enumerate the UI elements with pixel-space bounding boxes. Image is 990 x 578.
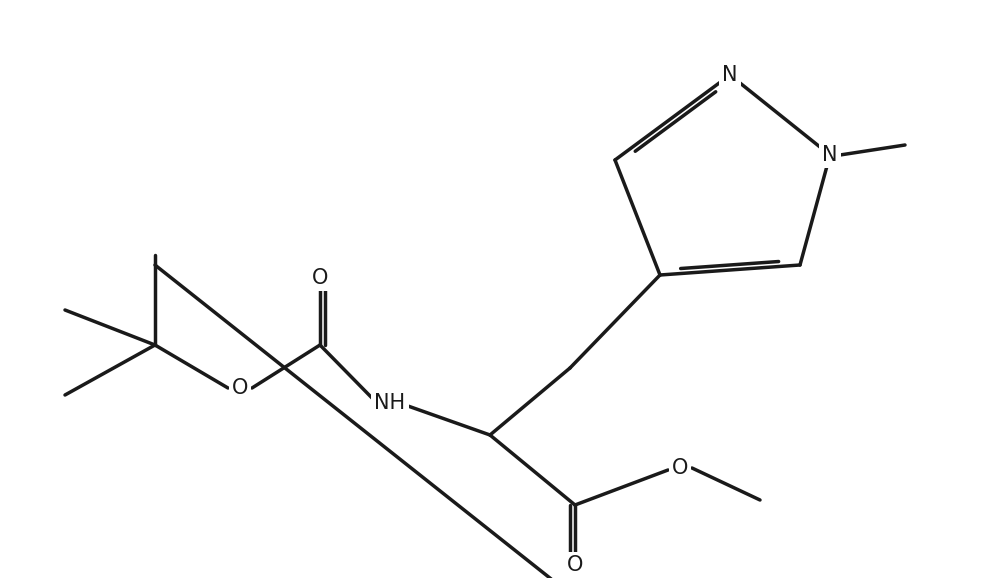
Text: N: N bbox=[823, 145, 838, 165]
Text: NH: NH bbox=[374, 393, 406, 413]
Text: O: O bbox=[672, 458, 688, 478]
Text: O: O bbox=[232, 378, 248, 398]
Text: O: O bbox=[567, 555, 583, 575]
Text: O: O bbox=[312, 268, 329, 288]
Text: N: N bbox=[723, 65, 738, 85]
